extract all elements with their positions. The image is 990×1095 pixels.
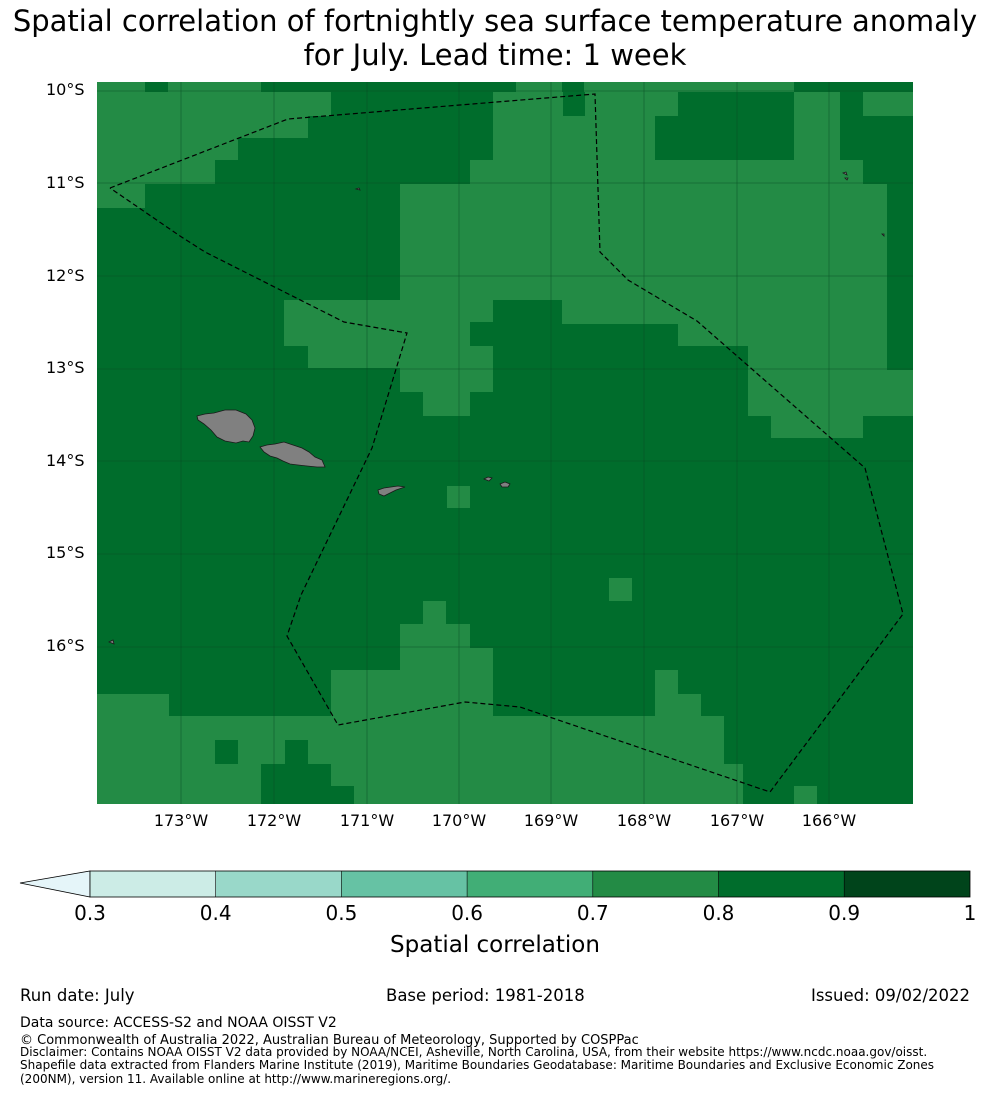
- colorbar-tick-1: 1: [963, 901, 977, 925]
- title-line-1: Spatial correlation of fortnightly sea s…: [12, 4, 978, 38]
- lat-label-16s: 16°S: [46, 636, 85, 655]
- map-gridlines: [97, 82, 913, 804]
- colorbar-segment-0.7-0.8: [592, 871, 719, 897]
- lon-label-172w: 172°W: [246, 811, 302, 830]
- land-islands: [108, 171, 885, 645]
- map-light-cells: [97, 82, 913, 804]
- colorbar-tick-0.8: 0.8: [702, 901, 735, 925]
- copyright-notice: © Commonwealth of Australia 2022, Austra…: [20, 1033, 639, 1048]
- disclaimer-line-1: Disclaimer: Contains NOAA OISST V2 data …: [20, 1045, 928, 1059]
- tokelau-islet-1: [841, 171, 848, 176]
- base-period: Base period: 1981-2018: [386, 986, 585, 1005]
- colorbar-segment-0.5-0.6: [341, 871, 468, 897]
- lon-label-171w: 171°W: [339, 811, 395, 830]
- chart-title: Spatial correlation of fortnightly sea s…: [0, 4, 990, 72]
- lat-label-15s: 15°S: [46, 543, 85, 562]
- colorbar-tick-0.3: 0.3: [74, 901, 106, 925]
- lat-label-10s: 10°S: [46, 80, 85, 99]
- colorbar-frame: [89, 870, 971, 898]
- colorbar-tick-0.7: 0.7: [576, 901, 609, 925]
- lat-label-11s: 11°S: [46, 173, 85, 192]
- colorbar-tick-0.6: 0.6: [451, 901, 483, 925]
- lat-label-12s: 12°S: [46, 266, 85, 285]
- title-line-2: for July. Lead time: 1 week: [303, 38, 687, 72]
- colorbar-tick-0.5: 0.5: [325, 901, 358, 925]
- colorbar-segment-0.8-0.9: [718, 871, 845, 897]
- issued-date: Issued: 09/02/2022: [810, 986, 970, 1005]
- colorbar-label: Spatial correlation: [390, 932, 600, 958]
- ofu-island: [483, 476, 493, 482]
- west-islet: [108, 639, 115, 645]
- colorbar-segment-0.4-0.5: [215, 871, 342, 897]
- colorbar: [19, 870, 971, 898]
- lon-label-173w: 173°W: [153, 811, 209, 830]
- colorbar-segment-0.6-0.7: [467, 871, 593, 897]
- run-date: Run date: July: [20, 986, 135, 1005]
- colorbar-segment-0.9-1: [844, 871, 970, 897]
- savaii-island: [196, 409, 256, 444]
- tau-island: [499, 481, 511, 488]
- upolu-island: [259, 441, 326, 468]
- lat-label-13s: 13°S: [46, 358, 85, 377]
- lon-label-170w: 170°W: [431, 811, 487, 830]
- lon-label-166w: 166°W: [801, 811, 857, 830]
- swains-island: [354, 187, 361, 191]
- tokelau-islet-2: [844, 177, 849, 181]
- colorbar-extend-arrow: [19, 870, 91, 898]
- tutuila-island: [377, 485, 406, 497]
- colorbar-tick-0.9: 0.9: [828, 901, 861, 925]
- east-islet: [881, 233, 885, 237]
- colorbar-segment-0.3-0.4: [90, 871, 216, 897]
- lon-label-168w: 168°W: [616, 811, 672, 830]
- colorbar-dividers: [215, 871, 845, 897]
- lat-label-14s: 14°S: [46, 451, 85, 470]
- colorbar-tick-0.4: 0.4: [199, 901, 232, 925]
- data-source: Data source: ACCESS-S2 and NOAA OISST V2: [20, 1015, 337, 1031]
- eez-boundaries: [109, 93, 904, 793]
- lon-label-169w: 169°W: [523, 811, 579, 830]
- disclaimer-line-3: (200NM), version 11. Available online at…: [20, 1072, 452, 1086]
- correlation-map: [97, 82, 913, 804]
- disclaimer-line-2: Shapefile data extracted from Flanders M…: [20, 1058, 935, 1072]
- lon-label-167w: 167°W: [709, 811, 765, 830]
